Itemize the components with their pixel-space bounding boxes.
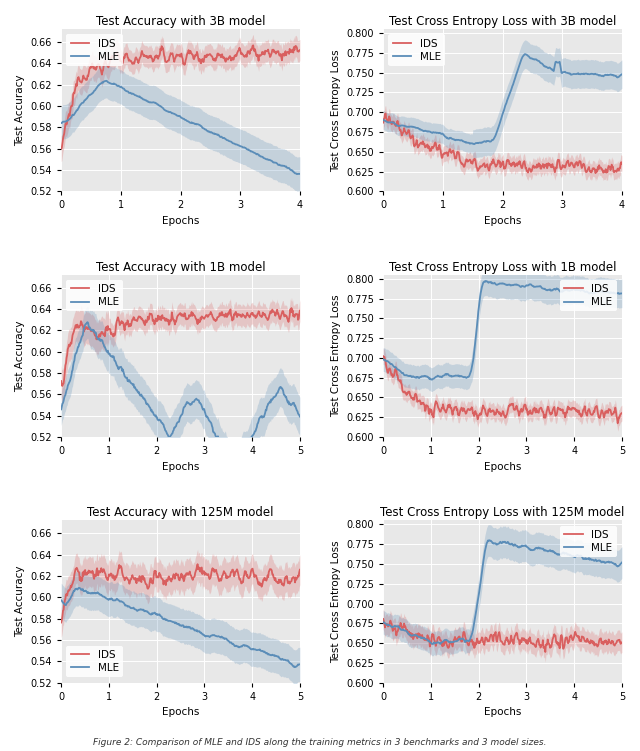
Y-axis label: Test Accuracy: Test Accuracy — [15, 320, 25, 392]
X-axis label: Epochs: Epochs — [484, 462, 521, 472]
X-axis label: Epochs: Epochs — [162, 707, 199, 717]
Y-axis label: Test Cross Entropy Loss: Test Cross Entropy Loss — [331, 49, 340, 171]
Title: Test Cross Entropy Loss with 3B model: Test Cross Entropy Loss with 3B model — [389, 15, 616, 28]
Legend: IDS, MLE: IDS, MLE — [388, 35, 445, 66]
Legend: IDS, MLE: IDS, MLE — [560, 526, 617, 557]
Title: Test Accuracy with 3B model: Test Accuracy with 3B model — [96, 15, 266, 28]
X-axis label: Epochs: Epochs — [484, 707, 521, 717]
Title: Test Accuracy with 1B model: Test Accuracy with 1B model — [96, 261, 266, 273]
Legend: IDS, MLE: IDS, MLE — [67, 35, 123, 66]
Title: Test Cross Entropy Loss with 125M model: Test Cross Entropy Loss with 125M model — [380, 506, 625, 519]
Title: Test Accuracy with 125M model: Test Accuracy with 125M model — [87, 506, 274, 519]
Text: Figure 2: Comparison of MLE and IDS along the training metrics in 3 benchmarks a: Figure 2: Comparison of MLE and IDS alon… — [93, 738, 547, 747]
X-axis label: Epochs: Epochs — [162, 462, 199, 472]
Y-axis label: Test Cross Entropy Loss: Test Cross Entropy Loss — [331, 540, 340, 663]
X-axis label: Epochs: Epochs — [162, 216, 199, 226]
Title: Test Cross Entropy Loss with 1B model: Test Cross Entropy Loss with 1B model — [388, 261, 616, 273]
Y-axis label: Test Accuracy: Test Accuracy — [15, 566, 25, 638]
Legend: IDS, MLE: IDS, MLE — [560, 280, 617, 312]
Y-axis label: Test Cross Entropy Loss: Test Cross Entropy Loss — [331, 294, 340, 418]
Y-axis label: Test Accuracy: Test Accuracy — [15, 74, 25, 146]
X-axis label: Epochs: Epochs — [484, 216, 521, 226]
Legend: IDS, MLE: IDS, MLE — [67, 280, 123, 312]
Legend: IDS, MLE: IDS, MLE — [67, 646, 123, 677]
